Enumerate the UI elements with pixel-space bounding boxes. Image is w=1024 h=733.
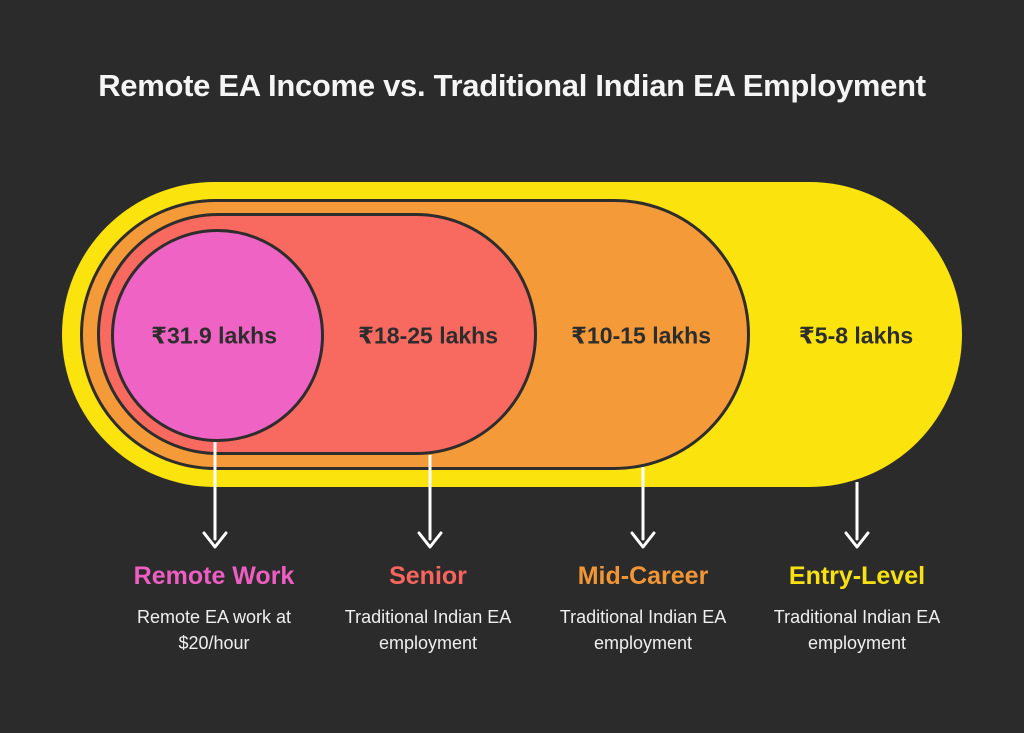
legend-mid-career: Mid-Career Traditional Indian EA employm… [523, 562, 763, 656]
arrow-down-icon-mid-career [626, 465, 660, 554]
category-label: Entry-Level [788, 562, 926, 590]
arrow-down-icon-entry-level [840, 480, 874, 554]
category-description: Traditional Indian EA employment [344, 607, 512, 653]
value-senior: ₹18-25 lakhs [357, 322, 499, 349]
category-description: Remote EA work at $20/hour [136, 607, 292, 653]
value-entry-level: ₹5-8 lakhs [798, 322, 914, 349]
arrow-down-icon-senior [413, 453, 447, 554]
category-description: Traditional Indian EA employment [559, 607, 727, 653]
ring-remote-work [111, 229, 324, 442]
page-title: Remote EA Income vs. Traditional Indian … [98, 68, 926, 103]
legend-senior: Senior Traditional Indian EA employment [308, 562, 548, 656]
category-label: Senior [389, 562, 467, 590]
legend-entry-level: Entry-Level Traditional Indian EA employ… [737, 562, 977, 656]
category-label: Mid-Career [577, 562, 709, 590]
value-mid-career: ₹10-15 lakhs [570, 322, 712, 349]
category-label: Remote Work [133, 562, 295, 590]
arrow-down-icon-remote-work [198, 440, 232, 554]
legend-remote-work: Remote Work Remote EA work at $20/hour [94, 562, 334, 656]
category-description: Traditional Indian EA employment [773, 607, 941, 653]
value-remote-work: ₹31.9 lakhs [151, 322, 277, 349]
